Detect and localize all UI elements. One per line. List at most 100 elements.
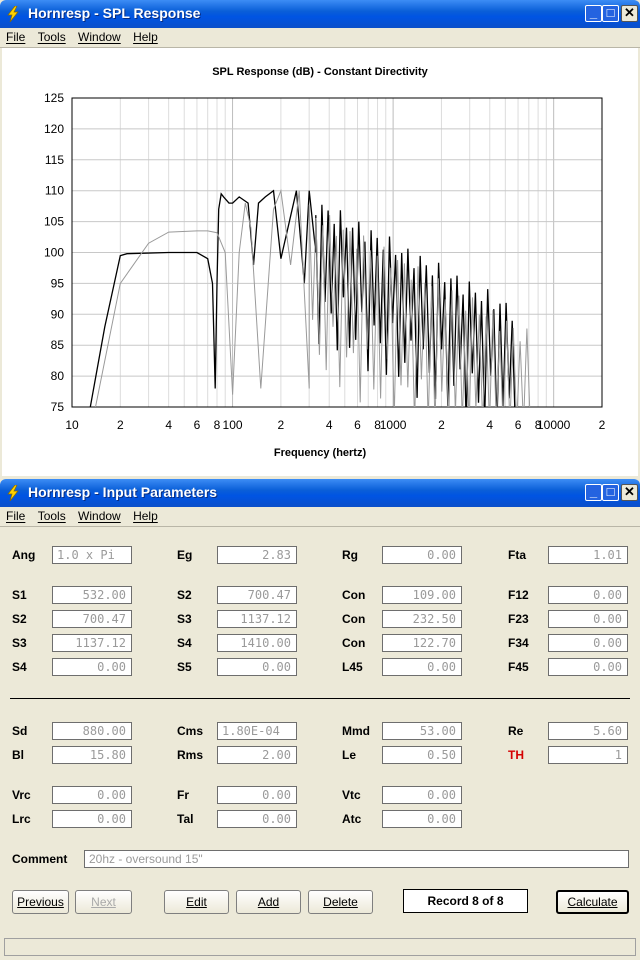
y-tick-label: 85 [51,338,65,352]
label-s2: S2 [12,612,27,626]
next-button[interactable]: Next [75,890,132,914]
field-f12[interactable]: 0.00 [548,586,628,604]
field-fta[interactable]: 1.01 [548,546,628,564]
field-s2[interactable]: 700.47 [52,610,132,628]
menu-help[interactable]: Help [133,509,158,523]
x-tick-label: 2 [278,418,285,432]
label-rg: Rg [342,548,358,562]
field-eg[interactable]: 2.83 [217,546,297,564]
calculate-button[interactable]: Calculate [556,890,629,914]
input-titlebar[interactable]: Hornresp - Input Parameters _ □ ✕ [0,479,640,507]
label-con: Con [342,588,366,602]
label-eg: Eg [177,548,193,562]
x-tick-label: 100 [223,418,243,432]
previous-button[interactable]: Previous [12,890,69,914]
y-tick-label: 125 [44,91,64,105]
x-tick-label: 2 [117,418,124,432]
x-tick-label: 4 [486,418,493,432]
field-f23[interactable]: 0.00 [548,610,628,628]
spl-response-window: Hornresp - SPL Response _ □ ✕ File Tools… [0,0,640,478]
maximize-button[interactable]: □ [602,484,619,501]
menu-file[interactable]: File [6,30,26,44]
field-con[interactable]: 122.70 [382,634,462,652]
field-th[interactable]: 1 [548,746,628,764]
input-menubar: File Tools Window Help [0,507,640,527]
x-tick-label: 2 [438,418,445,432]
y-tick-label: 75 [51,400,65,414]
record-indicator: Record 8 of 8 [403,889,528,913]
field-s4[interactable]: 0.00 [52,658,132,676]
delete-button[interactable]: Delete [308,890,373,914]
series-line-gray [95,188,531,407]
comment-field[interactable]: 20hz - oversound 15" [84,850,629,868]
field-s4[interactable]: 1410.00 [217,634,297,652]
field-le[interactable]: 0.50 [382,746,462,764]
y-tick-label: 95 [51,276,65,290]
minimize-button[interactable]: _ [585,484,602,501]
field-s2[interactable]: 700.47 [217,586,297,604]
field-sd[interactable]: 880.00 [52,722,132,740]
hornresp-app-icon [7,485,19,501]
label-s3: S3 [177,612,192,626]
menu-tools[interactable]: Tools [37,30,66,44]
label-th: TH [508,748,524,762]
label-con: Con [342,612,366,626]
x-tick-label: 6 [354,418,361,432]
field-atc[interactable]: 0.00 [382,810,462,828]
menu-file[interactable]: File [6,509,26,523]
field-fr[interactable]: 0.00 [217,786,297,804]
field-con[interactable]: 232.50 [382,610,462,628]
menu-window[interactable]: Window [78,30,121,44]
field-vtc[interactable]: 0.00 [382,786,462,804]
label-s4: S4 [177,636,192,650]
label-l45: L45 [342,660,363,674]
y-tick-label: 80 [51,369,65,383]
field-f34[interactable]: 0.00 [548,634,628,652]
label-s1: S1 [12,588,27,602]
y-tick-label: 115 [45,153,64,167]
y-tick-label: 110 [45,184,64,198]
label-s2: S2 [177,588,192,602]
field-bl[interactable]: 15.80 [52,746,132,764]
field-l45[interactable]: 0.00 [382,658,462,676]
y-tick-label: 100 [44,246,64,260]
edit-button[interactable]: Edit [164,890,229,914]
field-s3[interactable]: 1137.12 [52,634,132,652]
field-f45[interactable]: 0.00 [548,658,628,676]
menu-window[interactable]: Window [78,509,121,523]
spl-titlebar[interactable]: Hornresp - SPL Response _ □ ✕ [0,0,640,28]
x-tick-label: 10 [65,418,79,432]
minimize-button[interactable]: _ [585,5,602,22]
label-mmd: Mmd [342,724,370,738]
close-button[interactable]: ✕ [621,5,638,22]
field-lrc[interactable]: 0.00 [52,810,132,828]
field-rms[interactable]: 2.00 [217,746,297,764]
field-s3[interactable]: 1137.12 [217,610,297,628]
label-lrc: Lrc [12,812,31,826]
x-tick-label: 8 [535,418,542,432]
label-vrc: Vrc [12,788,31,802]
field-rg[interactable]: 0.00 [382,546,462,564]
label-s3: S3 [12,636,27,650]
status-bar [4,938,636,956]
label-cms: Cms [177,724,204,738]
menu-help[interactable]: Help [133,30,158,44]
menu-tools[interactable]: Tools [37,509,66,523]
field-mmd[interactable]: 53.00 [382,722,462,740]
close-button[interactable]: ✕ [621,484,638,501]
field-con[interactable]: 109.00 [382,586,462,604]
field-vrc[interactable]: 0.00 [52,786,132,804]
field-cms[interactable]: 1.80E-04 [217,722,297,740]
field-tal[interactable]: 0.00 [217,810,297,828]
maximize-button[interactable]: □ [602,5,619,22]
add-button[interactable]: Add [236,890,301,914]
field-s1[interactable]: 532.00 [52,586,132,604]
label-vtc: Vtc [342,788,361,802]
label-ang: Ang [12,548,36,562]
field-ang[interactable]: 1.0 x Pi [52,546,132,564]
field-s5[interactable]: 0.00 [217,658,297,676]
series-line-black [89,189,516,407]
field-re[interactable]: 5.60 [548,722,628,740]
spl-window-title: Hornresp - SPL Response [28,5,201,21]
